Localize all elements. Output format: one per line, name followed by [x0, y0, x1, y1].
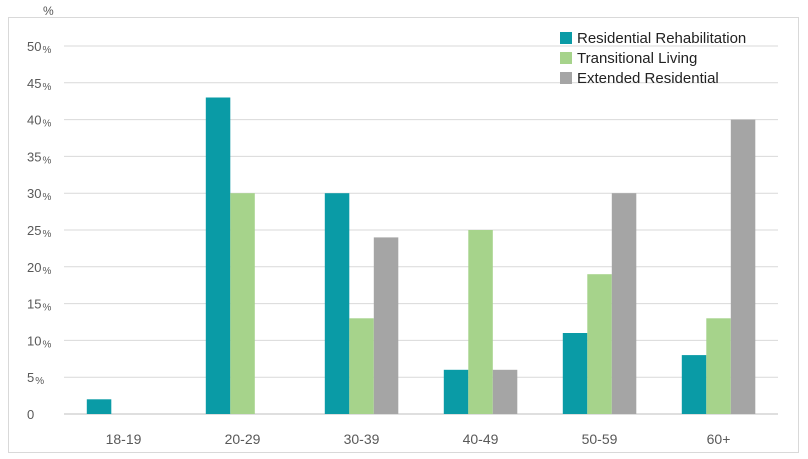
- bar-rehab: [443, 369, 469, 414]
- y-tick-value: 10: [27, 333, 41, 348]
- legend-swatch: [560, 32, 572, 44]
- y-tick-label: 40%: [27, 113, 51, 130]
- y-tick-percent: %: [42, 82, 51, 93]
- x-tick-label: 18-19: [106, 431, 142, 447]
- y-tick-label: 25%: [27, 223, 51, 240]
- y-tick-percent: %: [42, 192, 51, 203]
- bar-extended: [611, 193, 637, 414]
- bar-transitional: [230, 193, 255, 414]
- y-tick-value: 50: [27, 39, 41, 54]
- bar-rehab: [562, 333, 588, 414]
- y-tick-value: 20: [27, 260, 41, 275]
- y-tick-value: 30: [27, 186, 41, 201]
- x-tick-label: 50-59: [582, 431, 618, 447]
- y-tick-value: 0: [27, 407, 34, 422]
- legend-label: Residential Rehabilitation: [577, 30, 746, 47]
- y-tick-value: 45: [27, 76, 41, 91]
- x-tick-label: 60+: [707, 431, 731, 447]
- y-tick-percent: %: [42, 119, 51, 130]
- x-tick-label: 30-39: [344, 431, 380, 447]
- y-tick-label: 30%: [27, 186, 51, 203]
- bar-transitional: [468, 230, 493, 414]
- y-tick-label: 35%: [27, 149, 51, 166]
- bar-extended: [373, 237, 399, 414]
- y-tick-value: 40: [27, 113, 41, 128]
- y-tick-value: 5: [27, 370, 34, 385]
- y-tick-percent: %: [42, 303, 51, 314]
- bar-rehab: [681, 355, 707, 414]
- y-tick-percent: %: [42, 229, 51, 240]
- legend-swatch: [560, 72, 572, 84]
- y-tick-percent: %: [35, 376, 44, 387]
- bar-extended: [730, 119, 756, 414]
- x-tick-label: 40-49: [463, 431, 499, 447]
- y-tick-label: 0: [27, 407, 34, 422]
- y-tick-percent: %: [42, 155, 51, 166]
- bar-transitional: [349, 318, 374, 414]
- bar-rehab: [205, 97, 231, 414]
- y-tick-value: 35: [27, 149, 41, 164]
- y-tick-percent: %: [42, 339, 51, 350]
- legend-swatch: [560, 52, 572, 64]
- y-tick-label: 15%: [27, 297, 51, 314]
- chart-frame: [8, 17, 799, 453]
- y-tick-percent: %: [42, 266, 51, 277]
- bar-extended: [492, 369, 518, 414]
- legend-label: Transitional Living: [577, 50, 697, 67]
- y-axis-unit-label: %: [43, 4, 54, 18]
- bar-rehab: [324, 193, 350, 414]
- bar-transitional: [706, 318, 731, 414]
- legend-label: Extended Residential: [577, 70, 719, 87]
- y-tick-label: 10%: [27, 333, 51, 350]
- y-tick-label: 45%: [27, 76, 51, 93]
- bar-rehab: [86, 399, 112, 414]
- x-tick-label: 20-29: [225, 431, 261, 447]
- y-tick-label: 20%: [27, 260, 51, 277]
- y-tick-label: 5%: [27, 370, 44, 387]
- bar-transitional: [587, 274, 612, 414]
- y-tick-value: 25: [27, 223, 41, 238]
- y-tick-value: 15: [27, 297, 41, 312]
- y-tick-label: 50%: [27, 39, 51, 56]
- y-tick-percent: %: [42, 45, 51, 56]
